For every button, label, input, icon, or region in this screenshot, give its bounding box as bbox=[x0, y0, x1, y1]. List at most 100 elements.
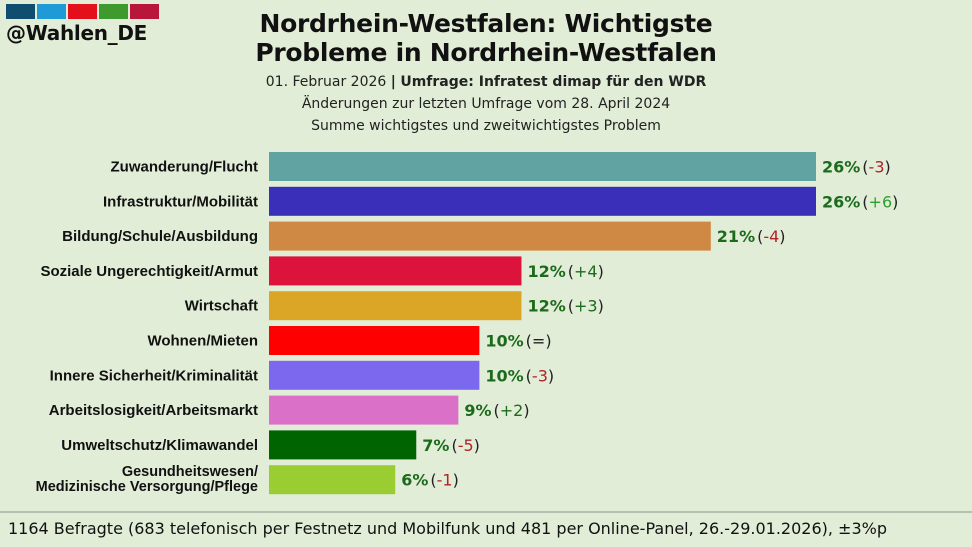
bar bbox=[269, 360, 480, 390]
bracket-open: ( bbox=[568, 262, 574, 281]
category-label-line: Medizinische Versorgung/Pflege bbox=[36, 479, 258, 495]
bar bbox=[269, 256, 522, 286]
value-text: 21% bbox=[717, 227, 755, 246]
category-label: Infrastruktur/Mobilität bbox=[103, 193, 258, 210]
category-label: Bildung/Schule/Ausbildung bbox=[62, 228, 258, 245]
bar-row: Zuwanderung/Flucht 26% (-3) bbox=[111, 152, 891, 181]
change-text: = bbox=[532, 332, 545, 351]
value-text: 6% bbox=[401, 471, 428, 490]
bracket-close: ) bbox=[474, 436, 480, 455]
bracket-close: ) bbox=[523, 401, 529, 420]
bar-row: Innere Sicherheit/Kriminalität 10% (-3) bbox=[50, 360, 554, 390]
category-label: Wirtschaft bbox=[185, 298, 258, 315]
bar bbox=[269, 221, 711, 251]
bar-row: Wohnen/Mieten 10% (=) bbox=[147, 326, 552, 355]
sum-note: Summe wichtigstes und zweitwichtigstes P… bbox=[311, 118, 661, 134]
logo-swatch bbox=[99, 4, 128, 19]
bracket-open: ( bbox=[862, 192, 868, 211]
bar bbox=[269, 291, 522, 321]
bracket-open: ( bbox=[494, 401, 500, 420]
bracket-open: ( bbox=[862, 158, 868, 177]
logo-swatch bbox=[130, 4, 159, 19]
data-label: 9% (+2) bbox=[464, 401, 529, 420]
bracket-close: ) bbox=[892, 192, 898, 211]
change-text: +4 bbox=[574, 262, 598, 281]
chart-title: Nordrhein-Westfalen: Wichtigste Probleme… bbox=[200, 9, 772, 67]
value-text: 12% bbox=[527, 262, 565, 281]
bar-row: Wirtschaft 12% (+3) bbox=[185, 291, 604, 321]
logo-swatch bbox=[37, 4, 66, 19]
bar-row: Gesundheitswesen/Medizinische Versorgung… bbox=[36, 464, 459, 495]
title-line-1: Nordrhein-Westfalen: Wichtigste bbox=[259, 9, 713, 38]
bracket-open: ( bbox=[568, 297, 574, 316]
change-text: -5 bbox=[458, 436, 474, 455]
change-text: -3 bbox=[532, 366, 548, 385]
change-text: +2 bbox=[500, 401, 524, 420]
logo-color-strip bbox=[6, 4, 159, 19]
bar bbox=[269, 152, 816, 181]
bracket-open: ( bbox=[430, 471, 436, 490]
value-text: 9% bbox=[464, 401, 491, 420]
value-text: 10% bbox=[485, 332, 523, 351]
bracket-close: ) bbox=[548, 366, 554, 385]
bracket-open: ( bbox=[757, 227, 763, 246]
category-label: Zuwanderung/Flucht bbox=[111, 159, 259, 176]
change-text: -4 bbox=[763, 227, 779, 246]
survey-source: Umfrage: Infratest dimap für den WDR bbox=[400, 74, 707, 90]
change-text: +3 bbox=[574, 297, 598, 316]
change-text: -1 bbox=[437, 471, 453, 490]
data-label: 10% (=) bbox=[485, 332, 551, 351]
value-text: 10% bbox=[485, 366, 523, 385]
bracket-open: ( bbox=[451, 436, 457, 455]
data-label: 12% (+4) bbox=[527, 262, 603, 281]
bar-row: Bildung/Schule/Ausbildung 21% (-4) bbox=[62, 221, 786, 251]
data-label: 7% (-5) bbox=[422, 436, 480, 455]
bracket-close: ) bbox=[885, 158, 891, 177]
separator: | bbox=[390, 74, 396, 90]
change-text: +6 bbox=[869, 192, 893, 211]
category-label: Arbeitslosigkeit/Arbeitsmarkt bbox=[49, 402, 258, 419]
category-label: Innere Sicherheit/Kriminalität bbox=[50, 367, 258, 384]
bracket-close: ) bbox=[598, 297, 604, 316]
footer-divider bbox=[0, 511, 972, 513]
data-label: 26% (+6) bbox=[822, 192, 898, 211]
bar-row: Arbeitslosigkeit/Arbeitsmarkt 9% (+2) bbox=[49, 395, 530, 425]
bar-row: Umweltschutz/Klimawandel 7% (-5) bbox=[61, 430, 480, 460]
value-text: 7% bbox=[422, 436, 449, 455]
footer-methodology: 1164 Befragte (683 telefonisch per Festn… bbox=[8, 519, 887, 538]
bar bbox=[269, 186, 816, 216]
category-label: Umweltschutz/Klimawandel bbox=[61, 437, 258, 454]
logo-swatch bbox=[68, 4, 97, 19]
change-text: -3 bbox=[869, 158, 885, 177]
logo-text: @Wahlen_DE bbox=[6, 21, 148, 45]
subtitle-date-source: 01. Februar 2026 | Umfrage: Infratest di… bbox=[150, 74, 822, 90]
category-label-line: Gesundheitswesen/ bbox=[122, 464, 258, 480]
bar-row: Soziale Ungerechtigkeit/Armut 12% (+4) bbox=[40, 256, 604, 286]
title-line-2: Probleme in Nordrhein-Westfalen bbox=[255, 38, 717, 67]
changes-note: Änderungen zur letzten Umfrage vom 28. A… bbox=[301, 96, 671, 112]
bar bbox=[269, 430, 417, 460]
data-label: 10% (-3) bbox=[485, 366, 554, 385]
data-label: 26% (-3) bbox=[822, 158, 891, 177]
data-label: 6% (-1) bbox=[401, 471, 459, 490]
logo: @Wahlen_DE bbox=[6, 4, 159, 45]
value-text: 26% bbox=[822, 192, 860, 211]
logo-swatch bbox=[6, 4, 35, 19]
bracket-close: ) bbox=[453, 471, 459, 490]
data-label: 21% (-4) bbox=[717, 227, 786, 246]
bar bbox=[269, 465, 396, 495]
survey-date: 01. Februar 2026 bbox=[265, 74, 387, 90]
bar bbox=[269, 395, 459, 425]
data-label: 12% (+3) bbox=[527, 297, 603, 316]
bar bbox=[269, 326, 480, 355]
category-label: Gesundheitswesen/Medizinische Versorgung… bbox=[36, 464, 258, 495]
category-label: Wohnen/Mieten bbox=[147, 333, 258, 350]
bracket-close: ) bbox=[779, 227, 785, 246]
category-label: Soziale Ungerechtigkeit/Armut bbox=[40, 263, 258, 280]
bracket-open: ( bbox=[526, 332, 532, 351]
bracket-open: ( bbox=[526, 366, 532, 385]
value-text: 12% bbox=[527, 297, 565, 316]
value-text: 26% bbox=[822, 158, 860, 177]
bracket-close: ) bbox=[545, 332, 551, 351]
